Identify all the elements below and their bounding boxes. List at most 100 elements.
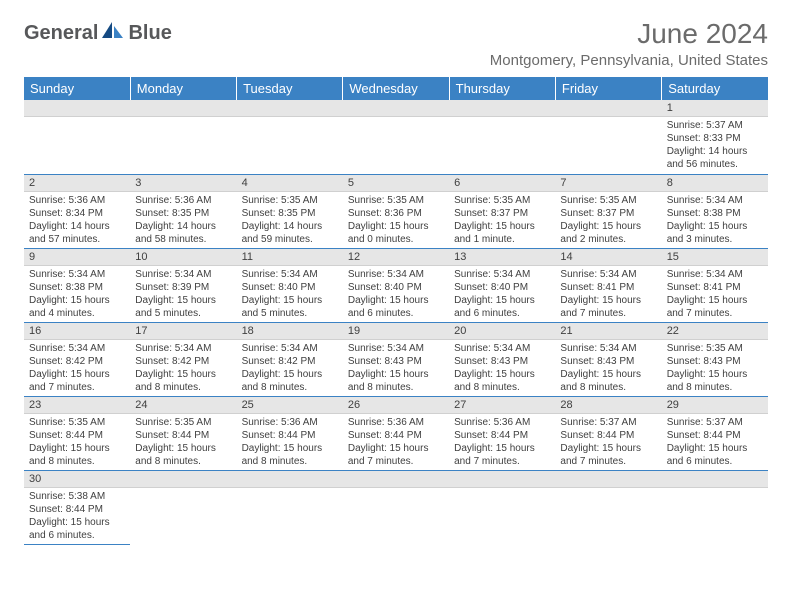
calendar-day-cell: 7Sunrise: 5:35 AMSunset: 8:37 PMDaylight…	[555, 174, 661, 248]
day-number-bar	[130, 471, 236, 488]
sunset-text: Sunset: 8:42 PM	[29, 355, 125, 368]
day-details: Sunrise: 5:35 AMSunset: 8:44 PMDaylight:…	[24, 414, 130, 470]
day-details: Sunrise: 5:34 AMSunset: 8:40 PMDaylight:…	[237, 266, 343, 322]
sunset-text: Sunset: 8:35 PM	[135, 207, 231, 220]
calendar-week-row: 9Sunrise: 5:34 AMSunset: 8:38 PMDaylight…	[24, 248, 768, 322]
day-number: 14	[555, 249, 661, 266]
calendar-day-cell: 24Sunrise: 5:35 AMSunset: 8:44 PMDayligh…	[130, 396, 236, 470]
day-details: Sunrise: 5:36 AMSunset: 8:34 PMDaylight:…	[24, 192, 130, 248]
day-number: 28	[555, 397, 661, 414]
sunset-text: Sunset: 8:44 PM	[454, 429, 550, 442]
day-details: Sunrise: 5:34 AMSunset: 8:43 PMDaylight:…	[449, 340, 555, 396]
calendar-day-cell: 30Sunrise: 5:38 AMSunset: 8:44 PMDayligh…	[24, 470, 130, 544]
month-title: June 2024	[490, 18, 768, 50]
daylight-text: Daylight: 15 hours and 8 minutes.	[242, 368, 338, 394]
calendar-day-cell: 15Sunrise: 5:34 AMSunset: 8:41 PMDayligh…	[662, 248, 768, 322]
sunrise-text: Sunrise: 5:37 AM	[667, 416, 763, 429]
sunrise-text: Sunrise: 5:34 AM	[242, 342, 338, 355]
calendar-day-cell	[662, 470, 768, 544]
day-details: Sunrise: 5:36 AMSunset: 8:35 PMDaylight:…	[130, 192, 236, 248]
sunset-text: Sunset: 8:37 PM	[560, 207, 656, 220]
sunset-text: Sunset: 8:40 PM	[454, 281, 550, 294]
sunrise-text: Sunrise: 5:34 AM	[454, 342, 550, 355]
daylight-text: Daylight: 15 hours and 6 minutes.	[29, 516, 125, 542]
daylight-text: Daylight: 14 hours and 58 minutes.	[135, 220, 231, 246]
day-number: 23	[24, 397, 130, 414]
day-number: 7	[555, 175, 661, 192]
sunset-text: Sunset: 8:44 PM	[348, 429, 444, 442]
calendar-day-cell	[237, 100, 343, 174]
calendar-day-cell: 13Sunrise: 5:34 AMSunset: 8:40 PMDayligh…	[449, 248, 555, 322]
daylight-text: Daylight: 15 hours and 3 minutes.	[667, 220, 763, 246]
calendar-day-cell	[449, 100, 555, 174]
day-details: Sunrise: 5:35 AMSunset: 8:37 PMDaylight:…	[555, 192, 661, 248]
daylight-text: Daylight: 15 hours and 8 minutes.	[560, 368, 656, 394]
day-number: 6	[449, 175, 555, 192]
day-number: 2	[24, 175, 130, 192]
day-details: Sunrise: 5:37 AMSunset: 8:44 PMDaylight:…	[662, 414, 768, 470]
sunrise-text: Sunrise: 5:35 AM	[29, 416, 125, 429]
sunrise-text: Sunrise: 5:37 AM	[560, 416, 656, 429]
day-number: 26	[343, 397, 449, 414]
sunrise-text: Sunrise: 5:36 AM	[29, 194, 125, 207]
sunset-text: Sunset: 8:43 PM	[560, 355, 656, 368]
calendar-day-cell: 19Sunrise: 5:34 AMSunset: 8:43 PMDayligh…	[343, 322, 449, 396]
day-details: Sunrise: 5:35 AMSunset: 8:43 PMDaylight:…	[662, 340, 768, 396]
day-number-bar	[343, 100, 449, 117]
day-details: Sunrise: 5:34 AMSunset: 8:43 PMDaylight:…	[555, 340, 661, 396]
sunrise-text: Sunrise: 5:38 AM	[29, 490, 125, 503]
day-details: Sunrise: 5:34 AMSunset: 8:40 PMDaylight:…	[449, 266, 555, 322]
day-number: 10	[130, 249, 236, 266]
sunrise-text: Sunrise: 5:34 AM	[348, 342, 444, 355]
calendar-day-cell: 6Sunrise: 5:35 AMSunset: 8:37 PMDaylight…	[449, 174, 555, 248]
weekday-header: Thursday	[449, 77, 555, 100]
daylight-text: Daylight: 15 hours and 8 minutes.	[348, 368, 444, 394]
calendar-day-cell: 20Sunrise: 5:34 AMSunset: 8:43 PMDayligh…	[449, 322, 555, 396]
day-details: Sunrise: 5:34 AMSunset: 8:42 PMDaylight:…	[130, 340, 236, 396]
calendar-day-cell: 3Sunrise: 5:36 AMSunset: 8:35 PMDaylight…	[130, 174, 236, 248]
sunset-text: Sunset: 8:33 PM	[667, 132, 763, 145]
calendar-day-cell	[343, 100, 449, 174]
calendar-day-cell: 18Sunrise: 5:34 AMSunset: 8:42 PMDayligh…	[237, 322, 343, 396]
sunset-text: Sunset: 8:43 PM	[348, 355, 444, 368]
daylight-text: Daylight: 15 hours and 6 minutes.	[454, 294, 550, 320]
sail-icon	[102, 22, 124, 45]
sunset-text: Sunset: 8:40 PM	[242, 281, 338, 294]
day-number: 5	[343, 175, 449, 192]
daylight-text: Daylight: 15 hours and 6 minutes.	[348, 294, 444, 320]
sunrise-text: Sunrise: 5:35 AM	[454, 194, 550, 207]
day-number-bar	[555, 100, 661, 117]
brand-logo: General Blue	[24, 22, 172, 45]
day-details: Sunrise: 5:35 AMSunset: 8:44 PMDaylight:…	[130, 414, 236, 470]
sunset-text: Sunset: 8:41 PM	[560, 281, 656, 294]
sunrise-text: Sunrise: 5:34 AM	[667, 268, 763, 281]
sunset-text: Sunset: 8:44 PM	[242, 429, 338, 442]
daylight-text: Daylight: 15 hours and 7 minutes.	[560, 442, 656, 468]
daylight-text: Daylight: 15 hours and 8 minutes.	[135, 368, 231, 394]
day-number: 3	[130, 175, 236, 192]
calendar-day-cell	[237, 470, 343, 544]
day-details: Sunrise: 5:34 AMSunset: 8:43 PMDaylight:…	[343, 340, 449, 396]
day-number-bar	[555, 471, 661, 488]
sunset-text: Sunset: 8:42 PM	[242, 355, 338, 368]
day-details: Sunrise: 5:37 AMSunset: 8:44 PMDaylight:…	[555, 414, 661, 470]
day-details: Sunrise: 5:34 AMSunset: 8:41 PMDaylight:…	[555, 266, 661, 322]
daylight-text: Daylight: 15 hours and 8 minutes.	[242, 442, 338, 468]
calendar-day-cell: 16Sunrise: 5:34 AMSunset: 8:42 PMDayligh…	[24, 322, 130, 396]
calendar-day-cell	[555, 470, 661, 544]
day-number: 22	[662, 323, 768, 340]
day-details: Sunrise: 5:35 AMSunset: 8:36 PMDaylight:…	[343, 192, 449, 248]
day-number: 9	[24, 249, 130, 266]
sunset-text: Sunset: 8:43 PM	[454, 355, 550, 368]
calendar-day-cell: 26Sunrise: 5:36 AMSunset: 8:44 PMDayligh…	[343, 396, 449, 470]
sunrise-text: Sunrise: 5:36 AM	[454, 416, 550, 429]
daylight-text: Daylight: 15 hours and 7 minutes.	[348, 442, 444, 468]
day-details: Sunrise: 5:35 AMSunset: 8:37 PMDaylight:…	[449, 192, 555, 248]
calendar-week-row: 30Sunrise: 5:38 AMSunset: 8:44 PMDayligh…	[24, 470, 768, 544]
sunrise-text: Sunrise: 5:35 AM	[242, 194, 338, 207]
daylight-text: Daylight: 15 hours and 2 minutes.	[560, 220, 656, 246]
sunrise-text: Sunrise: 5:34 AM	[348, 268, 444, 281]
calendar-day-cell	[130, 470, 236, 544]
sunrise-text: Sunrise: 5:34 AM	[560, 268, 656, 281]
day-number: 25	[237, 397, 343, 414]
